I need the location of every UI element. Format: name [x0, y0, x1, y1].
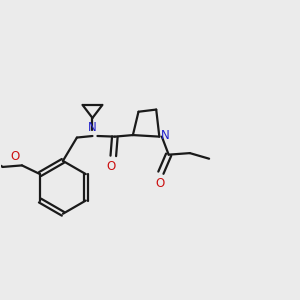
Text: N: N: [88, 121, 97, 134]
Text: O: O: [10, 150, 20, 163]
Text: O: O: [107, 160, 116, 173]
Text: N: N: [161, 129, 170, 142]
Text: O: O: [155, 177, 164, 190]
